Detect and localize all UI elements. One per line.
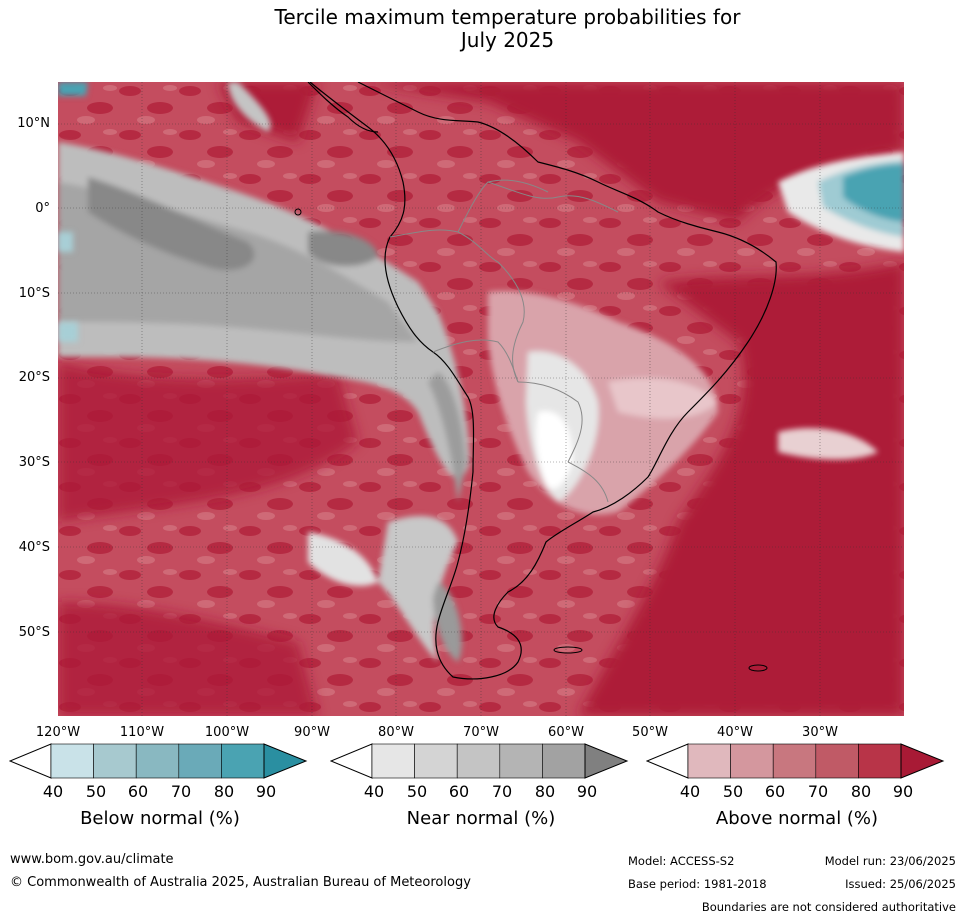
islands (294, 208, 768, 672)
colorbar-tick: 80 (850, 782, 872, 801)
colorbar-swatch (135, 743, 180, 779)
below-normal-colorbar (9, 743, 308, 779)
colorbar-swatch (542, 743, 586, 779)
colorbar-extend-low (646, 743, 689, 779)
near-normal-swatches (330, 743, 629, 779)
lon-label: 50°W (632, 725, 668, 740)
colorbar-swatch (221, 743, 265, 779)
colorbar-swatch (178, 743, 222, 779)
lon-label: 80°W (378, 725, 414, 740)
lat-label: 10°S (18, 286, 50, 301)
colorbar-swatch (772, 743, 817, 779)
colorbar-tick: 40 (363, 782, 385, 801)
colorbar-tick: 70 (807, 782, 829, 801)
lon-label: 40°W (717, 725, 753, 740)
colorbar-tick: 80 (213, 782, 235, 801)
issued-date: Issued: 25/06/2025 (845, 877, 956, 891)
source-url[interactable]: www.bom.gov.au/climate (10, 852, 174, 867)
model-name: Model: ACCESS-S2 (628, 854, 735, 868)
lon-label: 110°W (119, 725, 165, 740)
lat-label: 10°N (17, 116, 50, 131)
colorbar-swatch (414, 743, 458, 779)
above-normal-title: Above normal (%) (715, 808, 879, 829)
near-normal-regions (58, 82, 470, 662)
colorbar-tick: 50 (722, 782, 744, 801)
lat-label: 50°S (18, 625, 50, 640)
colorbar-extend-high (900, 743, 945, 779)
colorbar-tick: 40 (42, 782, 64, 801)
colorbar-tick: 80 (534, 782, 556, 801)
colorbar-tick: 90 (255, 782, 277, 801)
colorbar-tick: 60 (127, 782, 149, 801)
colorbar-swatch (730, 743, 774, 779)
lon-label: 30°W (802, 725, 838, 740)
colorbar-swatch (50, 743, 94, 779)
lon-label: 60°W (548, 725, 584, 740)
colorbar-swatch (687, 743, 731, 779)
lat-label: 0° (35, 201, 50, 216)
above-normal-colorbar (646, 743, 945, 779)
near-normal-title: Near normal (%) (406, 808, 556, 829)
base-period: Base period: 1981-2018 (628, 877, 767, 891)
probability-map (58, 82, 904, 716)
central-south-america-mixed (488, 291, 878, 515)
colorbar-tick: 70 (170, 782, 192, 801)
lon-label: 90°W (294, 725, 330, 740)
map-canvas (58, 82, 904, 716)
colorbar-tick: 90 (892, 782, 914, 801)
lon-label: 120°W (35, 725, 81, 740)
colorbar-tick: 90 (576, 782, 598, 801)
colorbar-swatch (815, 743, 859, 779)
lat-label: 30°S (18, 455, 50, 470)
below-normal-swatches (9, 743, 308, 779)
central-america-coastline (307, 82, 379, 133)
lon-label: 100°W (204, 725, 250, 740)
colorbar-extend-low (9, 743, 52, 779)
below-normal-regions (58, 82, 904, 342)
colorbar-tick: 60 (448, 782, 470, 801)
title-line-2: July 2025 (460, 28, 555, 52)
colorbar-swatch (456, 743, 501, 779)
near-normal-colorbar (330, 743, 629, 779)
colorbar-tick: 40 (679, 782, 701, 801)
lat-label: 40°S (18, 540, 50, 555)
colorbar-tick: 50 (406, 782, 428, 801)
colorbar-extend-high (263, 743, 308, 779)
colorbar-tick: 60 (764, 782, 786, 801)
model-run: Model run: 23/06/2025 (824, 854, 956, 868)
gridlines (58, 82, 904, 716)
colorbar-extend-high (584, 743, 629, 779)
chart-title: Tercile maximum temperature probabilitie… (0, 6, 965, 52)
south-america-coastline (309, 82, 777, 680)
above-normal-high-areas (58, 82, 904, 716)
colorbar-extend-low (330, 743, 373, 779)
colorbar-swatch (499, 743, 543, 779)
colorbar-swatch (858, 743, 902, 779)
above-normal-swatches (646, 743, 945, 779)
lon-label: 70°W (463, 725, 499, 740)
below-normal-title: Below normal (%) (80, 808, 240, 829)
colorbar-swatch (93, 743, 137, 779)
colorbar-tick: 70 (491, 782, 513, 801)
country-borders (389, 179, 619, 503)
copyright-text: © Commonwealth of Australia 2025, Austra… (10, 875, 471, 890)
title-line-1: Tercile maximum temperature probabilitie… (274, 5, 741, 29)
lat-label: 20°S (18, 370, 50, 385)
colorbar-tick: 50 (85, 782, 107, 801)
boundaries-disclaimer: Boundaries are not considered authoritat… (701, 900, 956, 914)
colorbar-swatch (371, 743, 415, 779)
